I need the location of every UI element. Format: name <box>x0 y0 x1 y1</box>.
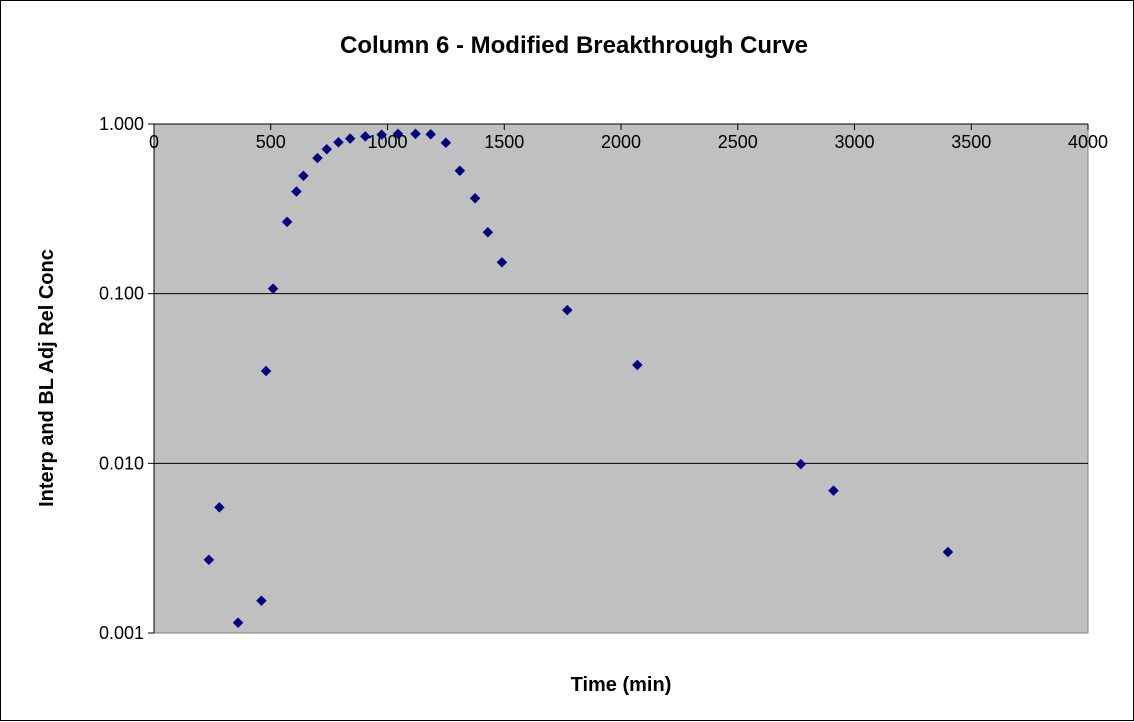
y-tick-label: 1.000 <box>99 114 144 134</box>
data-point <box>232 617 244 629</box>
data-point <box>281 216 293 228</box>
x-tick-label: 2000 <box>601 132 641 152</box>
y-tick-label: 0.100 <box>99 284 144 304</box>
x-tick-label: 500 <box>256 132 286 152</box>
y-tick-label: 0.001 <box>99 623 144 643</box>
y-axis-title: Interp and BL Adj Rel Conc <box>36 249 58 507</box>
data-point <box>392 128 404 140</box>
data-point <box>440 137 452 149</box>
data-point <box>469 192 481 204</box>
data-point <box>333 136 344 148</box>
x-tick-label: 1500 <box>484 132 524 152</box>
data-point <box>203 554 215 566</box>
chart-title: Column 6 - Modified Breakthrough Curve <box>340 32 808 59</box>
data-point <box>359 131 371 142</box>
data-point <box>410 128 421 140</box>
data-point <box>344 133 356 144</box>
data-point <box>496 256 508 268</box>
y-axis: 0.001 0.010 0.100 1.000 <box>99 114 155 643</box>
x-tick-label: 4000 <box>1068 132 1108 152</box>
x-tick-label: 0 <box>149 132 159 152</box>
x-axis: 0 500 1000 1500 2000 2500 3000 3500 4000 <box>149 123 1108 152</box>
data-point <box>312 152 323 164</box>
data-point <box>454 165 466 177</box>
x-tick-label: 3500 <box>951 132 991 152</box>
data-point <box>256 595 267 607</box>
data-point <box>795 458 807 470</box>
data-point <box>828 485 839 497</box>
x-tick-label: 2500 <box>718 132 758 152</box>
data-point <box>425 128 437 140</box>
data-points <box>203 128 954 629</box>
data-point <box>561 304 573 316</box>
data-point <box>631 359 643 371</box>
data-point <box>267 283 279 295</box>
x-axis-title: Time (min) <box>571 674 672 696</box>
data-point <box>260 365 272 377</box>
data-point <box>214 502 225 513</box>
data-point <box>298 170 309 182</box>
data-point <box>291 186 302 197</box>
data-point <box>321 143 333 155</box>
data-point <box>942 546 954 558</box>
x-tick-label: 3000 <box>834 132 874 152</box>
data-point <box>376 129 388 141</box>
y-tick-label: 0.010 <box>99 453 144 473</box>
plot-area <box>153 123 1089 634</box>
data-point <box>482 226 494 238</box>
